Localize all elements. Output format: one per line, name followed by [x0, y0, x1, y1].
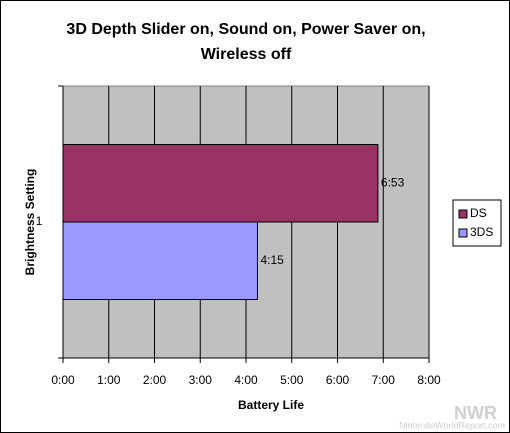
- legend-swatch: [458, 228, 468, 238]
- legend-label: 3DS: [470, 225, 493, 239]
- legend-swatch: [458, 209, 468, 219]
- watermark-logo: NWR: [454, 403, 497, 423]
- x-tick-label: 3:00: [189, 373, 213, 387]
- bar: [62, 221, 258, 301]
- legend-box: [452, 199, 502, 247]
- watermark-site: NintendoWorldReport.com: [399, 420, 505, 430]
- x-tick-label: 2:00: [143, 373, 167, 387]
- chart-title: 3D Depth Slider on, Sound on, Power Save…: [66, 21, 426, 63]
- x-tick-label: 0:00: [51, 373, 75, 387]
- value-label: 4:15: [260, 253, 284, 267]
- y-axis-title: Brightness Setting: [23, 169, 37, 276]
- y-tick-label: 1: [36, 214, 43, 228]
- x-tick-label: 1:00: [97, 373, 121, 387]
- x-tick-label: 7:00: [372, 373, 396, 387]
- x-tick-label: 5:00: [280, 373, 304, 387]
- x-tick-label: 6:00: [326, 373, 350, 387]
- legend-label: DS: [470, 206, 487, 220]
- bar: [62, 143, 379, 223]
- x-axis-title: Battery Life: [238, 398, 304, 412]
- x-tick-label: 8:00: [417, 373, 441, 387]
- x-tick-label: 4:00: [234, 373, 258, 387]
- value-label: 6:53: [381, 175, 405, 189]
